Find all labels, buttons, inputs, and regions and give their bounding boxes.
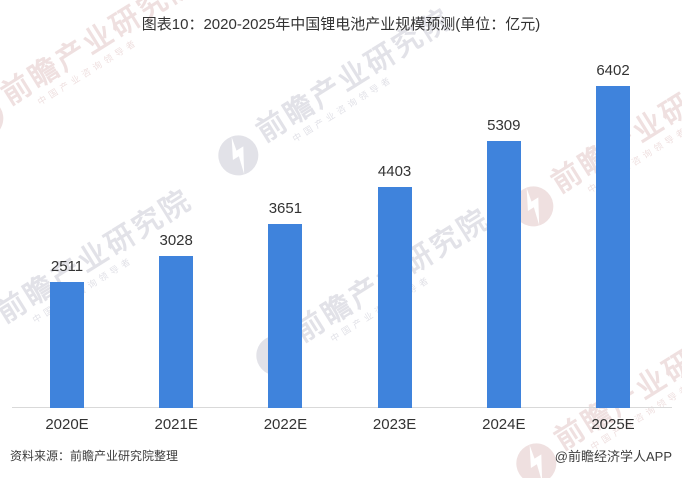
x-axis-label: 2022E: [263, 416, 308, 433]
bar: [268, 224, 303, 408]
source-note: 资料来源：前瞻产业研究院整理: [10, 449, 179, 463]
x-axis-label: 2024E: [482, 416, 526, 433]
bar: [596, 86, 630, 408]
bar: [486, 141, 521, 408]
bar: [377, 187, 412, 408]
x-axis-label: 2021E: [154, 416, 198, 433]
bar: [50, 282, 84, 408]
x-axis-label: 2025E: [591, 416, 635, 433]
bar-value-label: 4403: [377, 163, 412, 180]
x-axis-label: 2023E: [372, 416, 417, 433]
bar-value-label: 3651: [268, 200, 303, 217]
bar-value-label: 6402: [596, 62, 630, 79]
bar-value-label: 3028: [159, 232, 193, 249]
bar-value-label: 5309: [487, 117, 521, 134]
bar: [159, 256, 194, 408]
chart-title: 图表10：2020-2025年中国锂电池产业规模预测(单位：亿元): [141, 16, 541, 33]
bar-value-label: 2511: [50, 258, 84, 275]
x-axis-line: [12, 407, 672, 408]
watermark-credit: @前瞻经济学人APP: [554, 449, 672, 464]
x-axis-label: 2020E: [45, 416, 89, 433]
